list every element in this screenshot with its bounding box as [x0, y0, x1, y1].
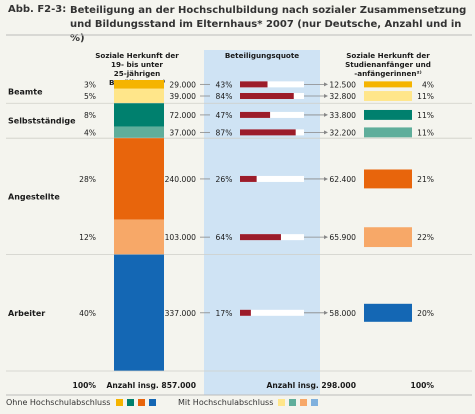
population-count-label: 103.000: [165, 233, 197, 242]
legend-swatch-without: [138, 399, 145, 406]
newcomers-header-line: -anfängerinnen²⁾: [354, 69, 422, 78]
quota-label: 26%: [216, 175, 233, 184]
population-count-label: 72.000: [169, 111, 196, 120]
population-count-label: 240.000: [165, 175, 197, 184]
quota-bar: [240, 93, 294, 100]
total-new-pct: 100%: [411, 381, 435, 390]
newcomers-bar: [364, 169, 412, 189]
figure-title: Beteiligung an der Hochschulbildung nach…: [70, 5, 467, 44]
quota-label: 87%: [216, 128, 233, 137]
quota-bar: [240, 175, 257, 182]
group-label-arbeiter: Arbeiter: [8, 309, 45, 318]
newcomers-bar: [364, 109, 412, 120]
legend-swatch-with: [300, 399, 307, 406]
newcomers-pct-label: 4%: [422, 80, 434, 89]
quota-track: [240, 81, 304, 88]
population-bar: [114, 254, 164, 371]
population-bar: [114, 126, 164, 139]
quota-track: [240, 175, 304, 182]
origin-header-line: 19- bis unter: [111, 60, 163, 69]
quota-track: [240, 111, 304, 118]
legend-swatch-without: [149, 399, 156, 406]
population-pct-label: 3%: [84, 80, 96, 89]
newcomers-bar: [364, 227, 412, 248]
total-pop-pct: 100%: [73, 381, 97, 390]
group-label-selbstständige: Selbstständige: [8, 117, 76, 126]
population-count-label: 37.000: [169, 128, 196, 137]
quota-track: [240, 309, 304, 316]
newcomers-count-label: 32.200: [329, 128, 356, 137]
population-count-label: 39.000: [169, 92, 196, 101]
legend-swatch-without: [116, 399, 123, 406]
quota-bar: [240, 81, 268, 88]
legend-without-label: Ohne Hochschulabschluss: [6, 398, 111, 407]
population-pct-label: 40%: [79, 309, 96, 318]
origin-header-line: 25-jährigen: [114, 69, 161, 78]
quota-label: 47%: [216, 111, 233, 120]
newcomers-bar: [364, 303, 412, 322]
newcomers-bar: [364, 81, 412, 88]
newcomers-pct-label: 11%: [417, 111, 434, 120]
population-bar: [114, 88, 164, 104]
population-count-label: 337.000: [165, 309, 197, 318]
quota-label: 17%: [216, 309, 233, 318]
newcomers-pct-label: 11%: [417, 128, 434, 137]
quota-bar: [240, 234, 281, 241]
legend-swatch-without: [127, 399, 134, 406]
legend-swatch-with: [311, 399, 318, 406]
origin-header-line: Soziale Herkunft der: [95, 51, 179, 60]
legend-with-label: Mit Hochschulabschluss: [178, 398, 274, 407]
quota-label: 84%: [216, 92, 233, 101]
flow-arrowhead: [324, 82, 328, 87]
population-pct-label: 4%: [84, 128, 96, 137]
flow-arrowhead: [324, 310, 328, 315]
flow-arrowhead: [324, 176, 328, 181]
population-pct-label: 5%: [84, 92, 96, 101]
quota-bar: [240, 111, 271, 118]
population-bar: [114, 138, 164, 220]
population-pct-label: 28%: [79, 175, 96, 184]
newcomers-pct-label: 21%: [417, 175, 434, 184]
total-pop-count: Anzahl insg. 857.000: [106, 381, 196, 390]
flow-arrowhead: [324, 235, 328, 240]
quota-band: [204, 50, 320, 395]
newcomers-header-line: Studienanfänger und: [345, 60, 431, 69]
newcomers-pct-label: 20%: [417, 309, 434, 318]
legend-swatch-with: [278, 399, 285, 406]
quota-header: Beteiligungsquote: [225, 51, 299, 60]
population-bar: [114, 219, 164, 255]
newcomers-count-label: 62.400: [329, 175, 356, 184]
newcomers-count-label: 12.500: [329, 80, 356, 89]
flow-arrowhead: [324, 130, 328, 135]
flow-arrowhead: [324, 94, 328, 99]
newcomers-count-label: 65.900: [329, 233, 356, 242]
quota-bar: [240, 129, 296, 136]
figure-number: Abb. F2-3:: [8, 4, 67, 15]
group-label-angestellte: Angestellte: [8, 192, 60, 201]
population-bar: [114, 103, 164, 127]
newcomers-count-label: 58.000: [329, 309, 356, 318]
total-newcomers-count: Anzahl insg. 298.000: [266, 381, 356, 390]
flow-arrowhead: [324, 112, 328, 117]
newcomers-pct-label: 11%: [417, 92, 434, 101]
newcomers-count-label: 33.800: [329, 111, 356, 120]
legend-swatch-with: [289, 399, 296, 406]
newcomers-bar: [364, 91, 412, 101]
quota-label: 64%: [216, 233, 233, 242]
population-bar: [114, 80, 164, 89]
newcomers-count-label: 32.800: [329, 92, 356, 101]
group-label-beamte: Beamte: [8, 88, 43, 97]
population-pct-label: 12%: [79, 233, 96, 242]
quota-bar: [240, 309, 251, 316]
quota-label: 43%: [216, 80, 233, 89]
newcomers-header-line: Soziale Herkunft der: [346, 51, 430, 60]
newcomers-bar: [364, 127, 412, 138]
population-count-label: 29.000: [169, 80, 196, 89]
population-pct-label: 8%: [84, 111, 96, 120]
newcomers-pct-label: 22%: [417, 233, 434, 242]
